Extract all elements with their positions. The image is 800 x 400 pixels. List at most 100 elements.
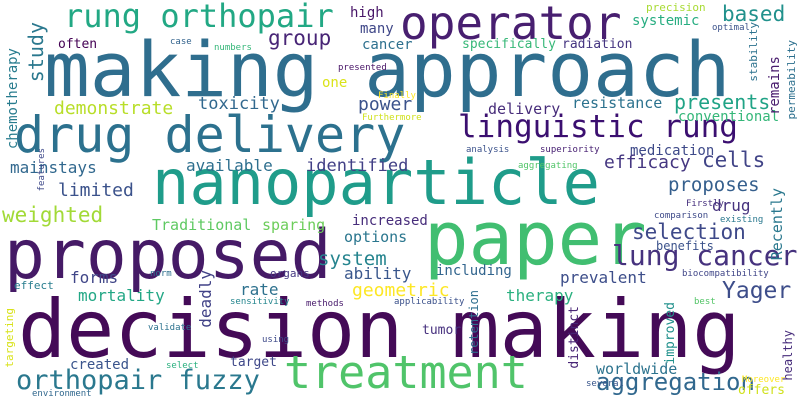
word-rate: rate [240,280,279,299]
word-comparison: comparison [654,211,709,221]
word-based: based [722,2,786,26]
word-including: including [436,263,512,279]
word-demonstrate: demonstrate [54,98,174,119]
word-benefits: benefits [656,239,714,253]
word-firstly: Firstly [686,199,724,209]
word-making-approach: making approach [44,25,731,114]
word-improved: improved [663,302,678,365]
word-operator: operator [400,0,622,50]
word-retention: retention [467,290,481,356]
word-existing: existing [720,215,764,225]
word-targeting: targeting [3,308,16,368]
word-numbers: numbers [214,43,252,53]
word-several: several [586,379,624,389]
word-identified: identified [306,156,409,176]
word-paper: paper [424,196,647,282]
word-mainstays: mainstays [10,158,97,177]
word-sparing: sparing [262,216,326,234]
word-sensitivity: sensitivity [230,297,290,307]
word-options: options [344,228,408,246]
word-resistance: resistance [572,94,663,112]
word-toxicity: toxicity [198,94,280,114]
word-recently: Recently [768,188,786,261]
word-forms: forms [70,268,119,287]
word-power: power [358,94,413,115]
word-radiation: radiation [562,37,633,52]
word-optimal: optimal [712,23,750,33]
word-drug-delivery: drug delivery [14,106,406,164]
word-decision-making: decision making [18,283,741,376]
word-nanoparticle: nanoparticle [152,146,600,219]
word-proposes: proposes [668,174,760,196]
word-systemic: systemic [632,13,700,29]
word-often: often [58,37,98,52]
word-precision: precision [646,1,706,14]
word-select: select [166,361,199,371]
word-applicability: applicability [394,297,465,307]
word-rung-orthopair: rung orthopair [64,0,334,35]
word-case: case [170,37,192,47]
word-remains: remains [767,56,783,116]
word-using: using [262,335,290,345]
word-environment: environment [32,389,92,399]
word-validate: validate [148,323,192,333]
word-presented: presented [338,63,387,73]
word-medication: medication [630,143,715,159]
word-increased: increased [352,213,428,229]
word-lung-cancer: lung cancer [612,239,798,272]
word-system: system [318,248,387,270]
word-permeability: permeability [785,40,798,120]
word-furthermore: Furthermore [362,113,422,123]
word-finally: Finally [378,91,416,101]
word-conventional: conventional [678,109,780,125]
word-proposed: proposed [4,216,332,295]
word-moreover: Moreover [742,375,786,385]
word-selection: selection [632,220,746,244]
word-therapy: therapy [506,286,574,305]
word-many: many [360,21,394,37]
word-cells: cells [702,148,766,172]
word-biocompatibility: biocompatibility [682,269,769,279]
word-treatment: treatment [284,346,528,399]
word-analysis: analysis [466,145,510,155]
word-best: best [694,297,716,307]
word-worldwide: worldwide [596,360,678,378]
word-efficacy: efficacy [604,152,691,173]
word-deadly: deadly [196,270,215,328]
word-delivery: delivery [488,100,561,118]
word-target: target [230,355,277,370]
word-linguistic-rung: linguistic rung [458,109,738,145]
word-available: available [186,156,273,175]
word-one: one [322,75,348,91]
word-weighted: weighted [2,203,104,227]
word-distinct: distinct [567,306,582,369]
word-cancer: cancer [362,37,413,53]
word-methods: methods [306,299,344,309]
word-chemotherapy: chemotherapy [5,48,21,150]
word-prevalent: prevalent [560,268,647,287]
word-yager: Yager [722,278,792,304]
word-orthopair-fuzzy: orthopair fuzzy [16,365,260,396]
word-limited: limited [58,180,134,201]
word-presents: presents [674,90,771,114]
word-organs: organs [270,267,310,280]
word-healthy: healthy [781,330,795,381]
word-group: group [268,26,332,50]
word-specifically: specifically [462,37,556,52]
word-tumor: tumor [422,323,462,338]
word-aggregation: aggregation [596,368,755,396]
word-traditional: Traditional [152,216,252,234]
word-geometric: geometric [352,280,450,301]
word-study: study [24,22,48,83]
word-effect: effect [14,279,54,292]
word-drug: drug [712,196,751,215]
word-norm: norm [150,269,172,279]
word-ability: ability [344,264,412,283]
word-aggregating: aggregating [518,161,578,171]
word-high: high [350,5,384,21]
word-superiority: superiority [540,145,600,155]
word-created: created [70,357,130,373]
word-features: features [37,148,47,192]
word-mortality: mortality [78,286,165,305]
